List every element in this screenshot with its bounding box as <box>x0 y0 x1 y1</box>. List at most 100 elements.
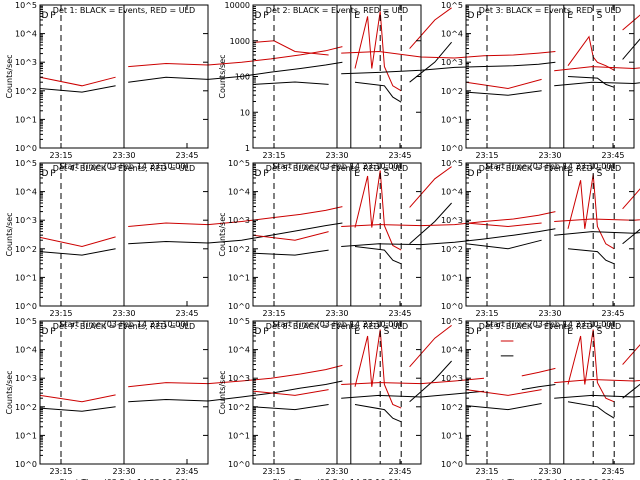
y-tick-label: 10^2 <box>15 403 37 412</box>
y-axis-label: Counts/sec <box>5 54 14 98</box>
x-tick-label: 23:45 <box>175 151 198 160</box>
y-tick-label: 10^1 <box>441 273 463 282</box>
y-tick-label: 10^5 <box>228 317 250 326</box>
x-tick-label: 23:30 <box>325 309 348 318</box>
period-annotation: D <box>42 327 49 337</box>
x-tick-label: 23:45 <box>175 467 198 476</box>
x-axis-label: Start Time (03-Feb-14 23:10:00) <box>485 478 614 480</box>
y-tick-label: 10^1 <box>228 273 250 282</box>
y-tick-label: 10^3 <box>15 374 37 383</box>
y-tick-label: 10^5 <box>441 159 463 168</box>
x-tick-label: 23:30 <box>112 467 135 476</box>
series-line-uld <box>252 14 640 71</box>
period-annotation: P <box>50 169 56 179</box>
y-tick-label: 10^1 <box>441 115 463 124</box>
series-line-events <box>252 228 640 265</box>
period-annotation: P <box>263 11 269 21</box>
y-tick-label: 10^0 <box>15 460 37 469</box>
period-annotation: P <box>263 169 269 179</box>
x-tick-label: 23:30 <box>538 309 561 318</box>
y-tick-label: 10^3 <box>15 58 37 67</box>
period-annotation: S <box>384 11 390 21</box>
period-annotation: E <box>567 169 573 179</box>
y-tick-label: 10^3 <box>228 374 250 383</box>
series-line-events <box>39 41 452 103</box>
period-annotation: S <box>597 327 603 337</box>
y-tick-label: 10^2 <box>15 245 37 254</box>
panel-title: Det 5: BLACK = Events, RED = ULD <box>266 164 408 173</box>
series-line-events <box>465 394 640 411</box>
series-line-uld <box>465 66 640 90</box>
series-line-uld <box>465 218 640 228</box>
x-tick-label: 23:15 <box>49 467 72 476</box>
y-tick-label: 10^1 <box>441 431 463 440</box>
y-tick-label: 1 <box>245 144 250 153</box>
period-annotation: D <box>468 327 475 337</box>
panel-title: Det 9: BLACK = Events, RED = ULD <box>479 322 621 331</box>
y-tick-label: 10^4 <box>15 346 37 355</box>
x-tick-label: 23:15 <box>262 151 285 160</box>
x-tick-label: 23:30 <box>112 151 135 160</box>
period-annotation: S <box>597 169 603 179</box>
x-tick-label: 23:15 <box>262 309 285 318</box>
y-tick-label: 10^3 <box>441 58 463 67</box>
y-tick-label: 10^5 <box>228 159 250 168</box>
series-line-events <box>252 38 640 88</box>
x-tick-label: 23:30 <box>325 467 348 476</box>
period-annotation: P <box>476 327 482 337</box>
period-annotation: S <box>384 327 390 337</box>
y-axis-label: Counts/sec <box>218 370 227 414</box>
y-tick-label: 10^5 <box>441 317 463 326</box>
period-annotation: P <box>50 327 56 337</box>
panel-title: Det 2: BLACK = Events, RED = ULD <box>266 6 408 15</box>
period-annotation: E <box>354 169 360 179</box>
y-tick-label: 10^2 <box>441 403 463 412</box>
y-tick-label: 10^5 <box>441 1 463 10</box>
x-tick-label: 23:45 <box>388 151 411 160</box>
period-annotation: D <box>42 169 49 179</box>
y-tick-label: 10^5 <box>15 317 37 326</box>
x-tick-label: 23:30 <box>538 151 561 160</box>
period-annotation: D <box>42 11 49 21</box>
panel-title: Det 6: BLACK = Events, RED = ULD <box>479 164 621 173</box>
series-line-uld <box>465 378 640 396</box>
period-annotation: P <box>476 169 482 179</box>
y-axis-label: Counts/sec <box>5 212 14 256</box>
y-tick-label: 10^0 <box>441 144 463 153</box>
x-tick-label: 23:15 <box>475 309 498 318</box>
x-tick-label: 23:15 <box>475 467 498 476</box>
y-tick-label: 10^4 <box>15 30 37 39</box>
y-tick-label: 10000 <box>225 1 250 10</box>
series-line-uld <box>39 7 452 92</box>
period-annotation: D <box>468 11 475 21</box>
series-line-events <box>465 231 640 250</box>
x-tick-label: 23:45 <box>601 467 624 476</box>
period-annotation: D <box>255 327 262 337</box>
y-tick-label: 10^4 <box>441 346 463 355</box>
series-line-events <box>39 202 452 265</box>
y-tick-label: 10^0 <box>15 144 37 153</box>
x-tick-label: 23:45 <box>388 309 411 318</box>
panel-det-8: 23:15 23:30 23:45 10^0 10^1 10^2 10^3 10^4 10^5 D… <box>218 317 640 480</box>
x-axis-label: Start Time (03-Feb-14 23:10:00) <box>272 478 401 480</box>
series-line-uld <box>39 325 452 409</box>
x-tick-label: 23:45 <box>601 309 624 318</box>
y-tick-label: 10^2 <box>441 245 463 254</box>
y-tick-label: 10^2 <box>228 403 250 412</box>
y-tick-label: 10^3 <box>441 216 463 225</box>
y-axis-label: Counts/sec <box>218 54 227 98</box>
y-tick-label: 10^3 <box>228 216 250 225</box>
y-tick-label: 10^0 <box>441 302 463 311</box>
period-annotation: D <box>255 11 262 21</box>
x-tick-label: 23:45 <box>175 309 198 318</box>
panel-det-7: 23:15 23:30 23:45 10^0 10^1 10^2 10^3 10^4 10^5 D… <box>5 317 452 480</box>
y-tick-label: 10^2 <box>228 245 250 254</box>
y-tick-label: 10^5 <box>15 1 37 10</box>
panel-det-9: 23:15 23:30 23:45 10^0 10^1 10^2 10^3 10^4 10^5 D… <box>441 317 640 480</box>
y-tick-label: 10^0 <box>228 460 250 469</box>
x-axis-label: Start Time (03-Feb-14 23:10:00) <box>59 478 188 480</box>
x-tick-label: 23:45 <box>601 151 624 160</box>
panel-title: Det 7: BLACK = Events, RED = ULD <box>53 322 195 331</box>
series-line-events <box>465 81 640 96</box>
